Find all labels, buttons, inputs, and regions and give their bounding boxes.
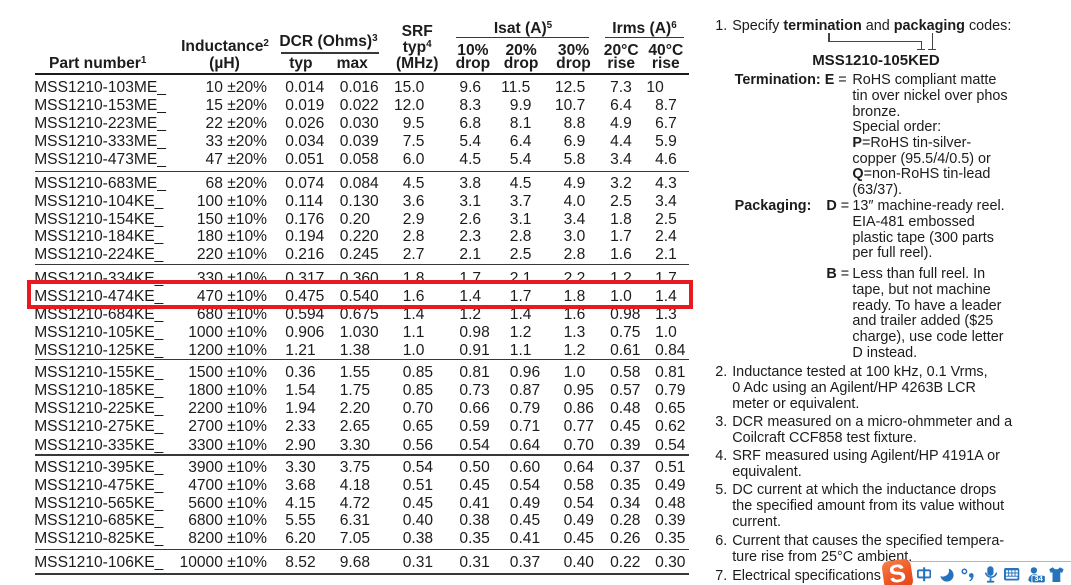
svg-text:34: 34 xyxy=(1034,574,1043,583)
